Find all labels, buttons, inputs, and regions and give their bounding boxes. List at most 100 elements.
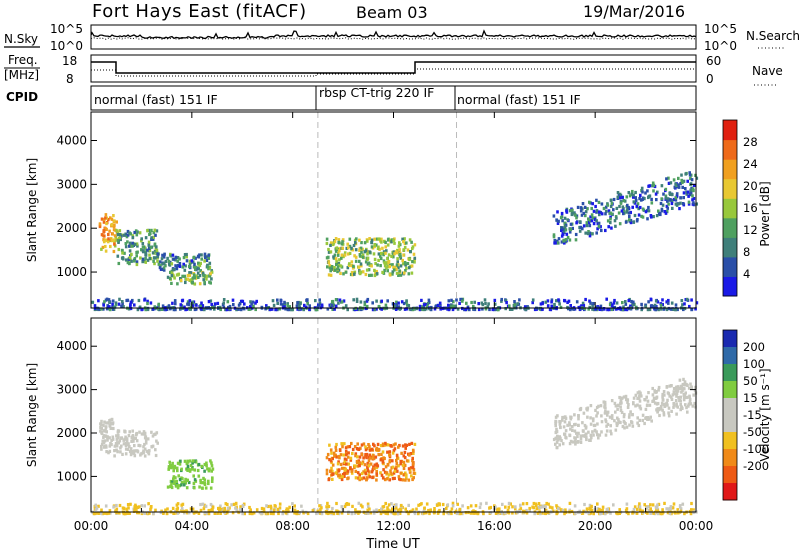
range-gate-cell: [661, 408, 664, 412]
range-gate-cell: [667, 181, 671, 185]
range-gate-cell: [225, 511, 229, 515]
range-gate-cell: [461, 504, 464, 508]
range-gate-cell: [587, 217, 590, 221]
range-gate-cell: [336, 267, 339, 271]
range-gate-cell: [112, 214, 115, 218]
range-gate-cell: [559, 436, 562, 440]
range-gate-cell: [334, 298, 338, 302]
range-gate-cell: [298, 307, 301, 311]
range-gate-cell: [563, 224, 567, 228]
range-gate-cell: [614, 404, 618, 408]
range-gate-cell: [581, 227, 584, 231]
range-gate-cell: [119, 450, 122, 454]
range-gate-cell: [350, 264, 354, 268]
colorbar-swatch: [723, 364, 737, 382]
range-gate-cell: [600, 430, 603, 434]
range-gate-cell: [609, 424, 612, 428]
range-gate-cell: [634, 393, 638, 397]
range-gate-cell: [155, 229, 159, 233]
range-gate-cell: [132, 439, 135, 443]
range-gate-cell: [483, 298, 487, 302]
range-gate-cell: [584, 231, 587, 235]
range-gate-cell: [690, 501, 693, 506]
range-gate-cell: [340, 505, 344, 509]
range-gate-cell: [397, 511, 400, 516]
range-gate-cell: [210, 464, 214, 468]
range-gate-cell: [675, 394, 678, 398]
range-gate-cell: [126, 240, 129, 244]
range-gate-cell: [102, 307, 105, 311]
range-gate-cell: [589, 404, 593, 408]
range-gate-cell: [561, 232, 565, 236]
range-gate-cell: [391, 477, 395, 481]
range-gate-cell: [630, 299, 633, 304]
range-gate-cell: [128, 249, 132, 253]
range-gate-cell: [635, 204, 639, 208]
range-gate-cell: [330, 267, 334, 271]
range-gate-cell: [645, 395, 648, 399]
range-gate-cell: [612, 301, 616, 305]
range-gate-cell: [141, 249, 145, 253]
range-gate-cell: [672, 387, 676, 391]
range-gate-cell: [646, 308, 650, 312]
range-gate-cell: [361, 270, 365, 274]
range-gate-cell: [196, 271, 200, 275]
range-gate-cell: [524, 307, 527, 312]
range-gate-cell: [238, 508, 242, 512]
range-gate-cell: [399, 462, 402, 466]
range-gate-cell: [365, 452, 369, 457]
range-gate-cell: [318, 303, 321, 307]
range-gate-cell: [619, 399, 623, 403]
range-gate-cell: [489, 511, 493, 515]
range-gate-cell: [330, 451, 333, 455]
range-gate-cell: [269, 511, 273, 516]
range-gate-cell: [649, 503, 652, 507]
range-gate-cell: [124, 435, 127, 439]
range-gate-cell: [654, 299, 658, 303]
range-gate-cell: [234, 506, 237, 510]
range-gate-cell: [647, 391, 650, 395]
range-gate-cell: [200, 464, 203, 468]
range-gate-cell: [623, 412, 626, 417]
range-gate-cell: [320, 304, 324, 309]
range-gate-cell: [511, 505, 514, 509]
range-gate-cell: [102, 303, 105, 307]
power-ylabel: Slant Range [km]: [25, 158, 39, 262]
range-gate-cell: [308, 304, 311, 308]
range-gate-cell: [582, 509, 585, 513]
range-gate-cell: [357, 501, 361, 505]
range-gate-cell: [581, 301, 585, 305]
range-gate-cell: [602, 206, 606, 211]
range-gate-cell: [209, 272, 212, 276]
range-gate-cell: [333, 268, 337, 272]
range-gate-cell: [389, 472, 393, 476]
range-gate-cell: [337, 468, 341, 472]
range-gate-cell: [572, 307, 575, 311]
range-gate-cell: [111, 305, 114, 309]
range-gate-cell: [198, 485, 201, 489]
range-gate-cell: [672, 197, 676, 202]
range-gate-cell: [585, 221, 589, 225]
range-gate-cell: [197, 511, 201, 515]
range-gate-cell: [379, 444, 383, 448]
range-gate-cell: [137, 298, 141, 303]
range-gate-cell: [408, 442, 411, 446]
range-gate-cell: [274, 308, 277, 312]
range-gate-cell: [344, 446, 348, 450]
range-gate-cell: [118, 297, 121, 301]
range-gate-cell: [108, 305, 111, 309]
range-gate-cell: [586, 415, 589, 419]
range-gate-cell: [395, 271, 399, 275]
range-gate-cell: [329, 305, 333, 309]
range-gate-cell: [325, 472, 329, 476]
range-gate-cell: [99, 425, 102, 430]
range-gate-cell: [413, 260, 416, 264]
range-gate-cell: [104, 425, 108, 429]
range-gate-cell: [177, 474, 180, 478]
range-gate-cell: [568, 423, 571, 427]
range-gate-cell: [336, 509, 339, 513]
range-gate-cell: [652, 189, 655, 193]
range-gate-cell: [172, 469, 175, 473]
range-gate-cell: [628, 218, 631, 222]
range-gate-cell: [579, 206, 583, 210]
